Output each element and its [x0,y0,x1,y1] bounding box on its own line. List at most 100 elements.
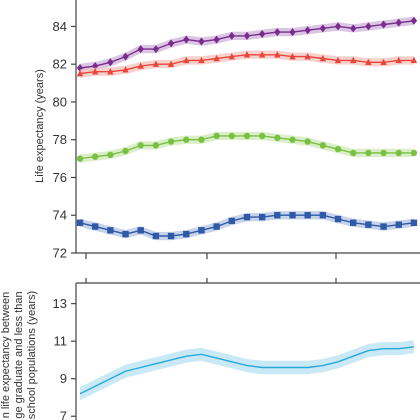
data-point [152,60,160,67]
y-tick-label: 13 [53,296,67,311]
data-point [152,45,160,54]
data-point [198,56,205,64]
data-point [304,52,311,60]
data-point [76,219,84,226]
data-point [350,149,357,157]
data-point [76,69,84,77]
data-point [319,54,327,62]
data-point [198,136,205,143]
y-tick-label: 84 [53,19,67,34]
data-point [274,134,281,142]
data-point [122,52,129,61]
data-point [122,147,129,155]
data-point [152,142,160,149]
data-point [183,56,190,64]
life-expectancy-gap-panel: 7 9 11 13 n life expectancy betweenge gradua… [0,278,420,420]
data-point [213,132,220,140]
y-tick-label: 72 [53,246,67,261]
data-point [137,62,144,69]
y-axis-label: n life expectancy betweenge graduate and… [0,291,38,419]
data-point [274,51,281,58]
y-axis-label-line: n life expectancy between [0,292,12,419]
data-point [107,58,114,67]
data-point [304,26,311,35]
data-point [380,58,387,66]
data-point [319,142,327,149]
data-point [289,52,296,60]
data-point [152,232,160,240]
data-point [137,227,144,234]
y-tick-label: 80 [53,94,67,109]
data-point [365,58,372,66]
data-point [365,149,372,157]
data-point [167,138,175,145]
data-point [410,16,418,25]
data-point [395,221,402,228]
data-point [410,219,418,226]
data-point [365,22,372,31]
data-point [380,149,387,157]
data-point [334,22,342,31]
data-point [289,212,296,219]
data-point [91,223,99,230]
y-tick-label: 78 [53,132,67,147]
data-point [167,60,175,67]
data-point [137,142,144,149]
data-point [91,68,99,75]
y-tick-label: 76 [53,170,67,185]
data-point [107,68,114,75]
data-point [395,18,402,27]
data-point [243,213,251,221]
data-point [410,149,418,157]
data-point [76,155,84,162]
data-point [365,221,372,228]
y-tick-label: 11 [54,334,68,349]
data-point [258,29,266,38]
data-point [183,230,190,238]
data-point [107,227,114,234]
data-point [137,45,144,54]
data-point [380,20,387,29]
data-point [213,35,220,44]
y-axis-label-line: school populations (years) [26,291,38,419]
data-point [183,35,190,44]
y-tick-label: 9 [60,371,67,386]
data-point [243,132,251,140]
data-point [274,28,281,37]
data-point [228,31,235,40]
data-point [228,132,235,140]
data-point [258,51,266,58]
data-point [410,56,418,64]
data-point [334,56,342,64]
data-point [350,56,357,64]
data-point [289,28,296,37]
life-expectancy-panel: 72 74 76 78 80 82 84 Life expectancy (years) [34,0,420,261]
data-point [258,132,266,140]
data-point [198,37,205,46]
y-tick-label: 7 [60,409,67,420]
data-point [258,213,266,221]
data-point [395,56,402,64]
data-point [243,31,251,40]
data-point [183,136,190,143]
data-point [243,51,251,58]
confidence-band [80,16,414,73]
data-point [380,223,387,230]
data-point [289,136,296,143]
confidence-band [80,340,414,401]
data-point [107,151,114,159]
data-point [122,66,129,73]
confidence-band [80,211,414,241]
data-point [274,212,281,219]
data-point [304,212,311,219]
data-point [304,138,311,145]
y-axis-label-line: ge graduate and less than [13,291,25,418]
data-point [213,54,220,62]
data-point [395,149,402,157]
data-point [167,39,175,48]
data-point [350,24,357,33]
y-tick-label: 74 [53,208,67,223]
data-point [198,227,205,234]
data-point [213,223,220,230]
